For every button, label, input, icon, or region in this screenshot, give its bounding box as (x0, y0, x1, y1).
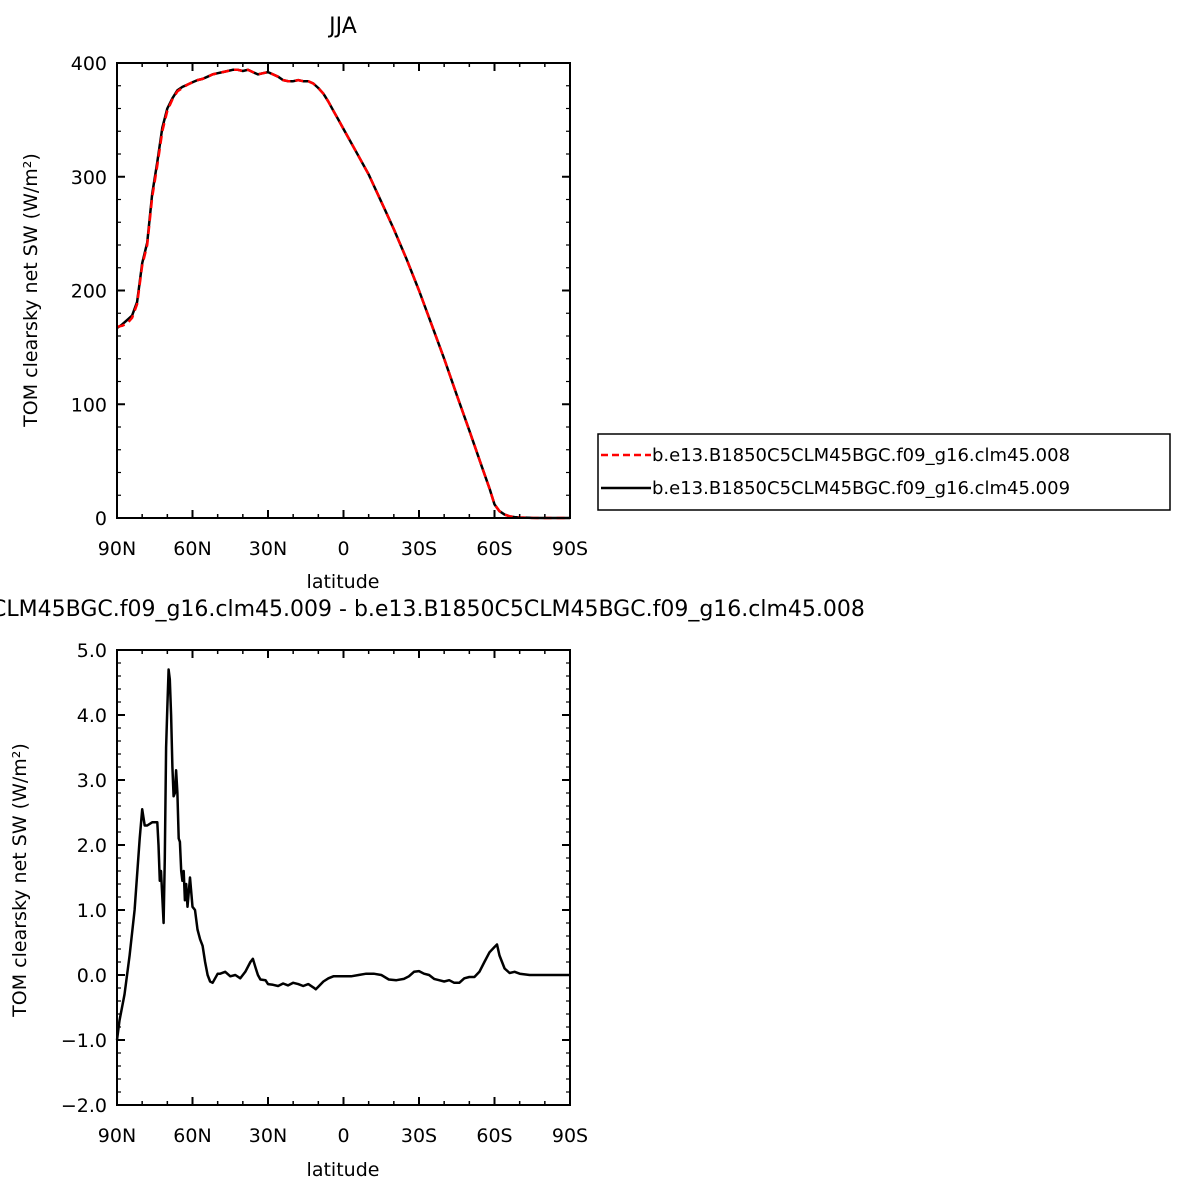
top-y-tick-label: 200 (71, 281, 107, 303)
top-x-tick-label: 30S (401, 538, 437, 560)
top-panel: JJA 90N 60N 30N 0 30S 60S 90S 0 100 200 300 400 lat… (20, 14, 588, 593)
legend-label-009: b.e13.B1850C5CLM45BGC.f09_g16.clm45.009 (652, 478, 1070, 499)
bottom-y-tick-label: −2.0 (61, 1095, 107, 1117)
bottom-y-tick-label: 0.0 (77, 965, 107, 987)
top-x-tick-label: 90N (98, 538, 136, 560)
bottom-x-tick-label: 30S (401, 1125, 437, 1147)
bottom-x-tick-label: 60S (476, 1125, 512, 1147)
bottom-series-line-0 (115, 668, 570, 1041)
bottom-y-tick-label: −1.0 (61, 1030, 107, 1052)
bottom-x-tick-label: 90N (98, 1125, 136, 1147)
bottom-x-axis-label: latitude (307, 1159, 380, 1181)
bottom-y-tick-label: 1.0 (77, 900, 107, 922)
legend-label-008: b.e13.B1850C5CLM45BGC.f09_g16.clm45.008 (652, 445, 1070, 466)
top-x-tick-label: 60S (476, 538, 512, 560)
bottom-panel: b.e13.B1850C5CLM45BGC.f09_g16.clm45.009 … (0, 597, 865, 1181)
bottom-axis-ticks: 90N 60N 30N 0 30S 60S 90S −2.0 −1.0 0.0 1.0 2.0 3.0 4… (61, 640, 588, 1147)
bottom-y-tick-label: 5.0 (77, 640, 107, 662)
top-chart-title: JJA (327, 14, 357, 39)
bottom-y-axis-label: TOM clearsky net SW (W/m²) (9, 743, 31, 1018)
bottom-chart-marks (115, 668, 570, 1041)
bottom-x-tick-label: 30N (249, 1125, 287, 1147)
top-axis-ticks: 90N 60N 30N 0 30S 60S 90S 0 100 200 300 400 (71, 53, 588, 560)
legend: b.e13.B1850C5CLM45BGC.f09_g16.clm45.008 … (597, 433, 1171, 511)
bottom-x-tick-label: 60N (173, 1125, 211, 1147)
top-x-tick-label: 30N (249, 538, 287, 560)
top-chart-marks (116, 68, 570, 520)
legend-box (597, 433, 1171, 511)
top-x-axis-label: latitude (307, 571, 380, 593)
top-x-tick-label: 0 (337, 538, 349, 560)
bottom-y-tick-label: 4.0 (77, 705, 107, 727)
bottom-chart-title: b.e13.B1850C5CLM45BGC.f09_g16.clm45.009 … (0, 597, 865, 622)
bottom-x-tick-label: 0 (337, 1125, 349, 1147)
bottom-x-tick-label: 90S (552, 1125, 588, 1147)
top-series-line-1 (116, 68, 570, 520)
top-y-tick-label: 300 (71, 167, 107, 189)
top-y-tick-label: 0 (95, 508, 107, 530)
top-x-tick-label: 90S (552, 538, 588, 560)
top-series-line-0 (116, 68, 570, 520)
top-y-tick-label: 100 (71, 394, 107, 416)
top-y-axis-label: TOM clearsky net SW (W/m²) (20, 153, 42, 428)
bottom-y-tick-label: 2.0 (77, 835, 107, 857)
top-x-tick-label: 60N (173, 538, 211, 560)
bottom-y-tick-label: 3.0 (77, 770, 107, 792)
top-y-tick-label: 400 (71, 53, 107, 75)
